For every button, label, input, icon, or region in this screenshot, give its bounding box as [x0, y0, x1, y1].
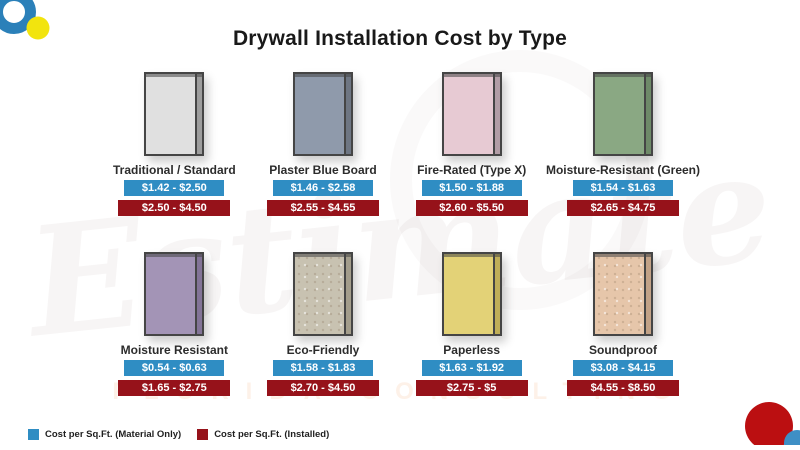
- board-graphic: [292, 252, 353, 336]
- card-label: Fire-Rated (Type X): [417, 163, 527, 177]
- brand-logo-top-left: [0, 0, 62, 61]
- card-label: Paperless: [443, 343, 500, 357]
- board-graphic: [144, 252, 205, 336]
- board-graphic: [441, 72, 502, 156]
- card-eco-friendly: Eco-Friendly $1.58 - $1.83 $2.70 - $4.50: [249, 252, 398, 396]
- material-cost-badge: $1.42 - $2.50: [124, 180, 225, 196]
- card-soundproof: Soundproof $3.08 - $4.15 $4.55 - $8.50: [546, 252, 700, 396]
- board-side-edge: [195, 254, 203, 334]
- brand-circles-icon: [745, 402, 800, 450]
- installed-cost-badge: $2.60 - $5.50: [415, 200, 528, 216]
- drywall-grid: Traditional / Standard $1.42 - $2.50 $2.…: [100, 72, 700, 396]
- card-moisture-resistant: Moisture Resistant $0.54 - $0.63 $1.65 -…: [100, 252, 249, 396]
- board-side-edge: [492, 74, 500, 154]
- board-face: [594, 254, 644, 334]
- installed-cost-badge: $2.75 - $5: [415, 380, 528, 396]
- installed-cost-badge: $2.50 - $4.50: [118, 200, 231, 216]
- legend-label: Cost per Sq.Ft. (Material Only): [45, 429, 182, 440]
- card-label: Soundproof: [588, 343, 657, 357]
- card-label: Moisture Resistant: [120, 343, 228, 357]
- legend: Cost per Sq.Ft. (Material Only) Cost per…: [28, 429, 329, 440]
- board-side-edge: [343, 254, 351, 334]
- board-face: [443, 74, 493, 154]
- brand-circles-icon: [0, 0, 50, 40]
- card-plaster-blue-board: Plaster Blue Board $1.46 - $2.58 $2.55 -…: [249, 72, 398, 216]
- brand-logo-bottom-right: [730, 390, 800, 450]
- material-cost-badge: $1.46 - $2.58: [272, 180, 373, 196]
- installed-cost-badge: $2.70 - $4.50: [266, 380, 379, 396]
- board-side-edge: [643, 74, 651, 154]
- material-cost-badge: $0.54 - $0.63: [124, 360, 225, 376]
- board-graphic: [144, 72, 205, 156]
- installed-cost-badge: $2.55 - $4.55: [266, 200, 379, 216]
- board-graphic: [592, 72, 653, 156]
- board-face: [146, 74, 196, 154]
- material-cost-badge: $1.58 - $1.83: [272, 360, 373, 376]
- card-label: Moisture-Resistant (Green): [545, 163, 700, 177]
- material-cost-badge: $1.54 - $1.63: [572, 180, 673, 196]
- board-side-edge: [643, 254, 651, 334]
- board-face: [294, 74, 344, 154]
- board-graphic: [292, 72, 353, 156]
- material-cost-badge: $3.08 - $4.15: [572, 360, 673, 376]
- card-paperless: Paperless $1.63 - $1.92 $2.75 - $5: [397, 252, 546, 396]
- legend-item-installed: Cost per Sq.Ft. (Installed): [197, 429, 329, 440]
- material-cost-badge: $1.50 - $1.88: [421, 180, 522, 196]
- card-label: Plaster Blue Board: [269, 163, 377, 177]
- card-moisture-resistant-green: Moisture-Resistant (Green) $1.54 - $1.63…: [546, 72, 700, 216]
- card-label: Traditional / Standard: [112, 163, 236, 177]
- board-side-edge: [492, 254, 500, 334]
- board-graphic: [592, 252, 653, 336]
- board-graphic: [441, 252, 502, 336]
- legend-label: Cost per Sq.Ft. (Installed): [214, 429, 330, 440]
- installed-cost-badge: $4.55 - $8.50: [566, 380, 679, 396]
- material-cost-badge: $1.63 - $1.92: [421, 360, 522, 376]
- card-traditional-standard: Traditional / Standard $1.42 - $2.50 $2.…: [100, 72, 249, 216]
- page-title: Drywall Installation Cost by Type: [232, 27, 568, 50]
- legend-item-material: Cost per Sq.Ft. (Material Only): [28, 429, 181, 440]
- installed-cost-badge: $1.65 - $2.75: [118, 380, 231, 396]
- board-face: [594, 74, 644, 154]
- material-color-swatch: [28, 429, 39, 440]
- board-side-edge: [195, 74, 203, 154]
- board-face: [146, 254, 196, 334]
- board-side-edge: [343, 74, 351, 154]
- card-label: Eco-Friendly: [286, 343, 360, 357]
- installed-cost-badge: $2.65 - $4.75: [566, 200, 679, 216]
- board-face: [294, 254, 344, 334]
- card-fire-rated: Fire-Rated (Type X) $1.50 - $1.88 $2.60 …: [397, 72, 546, 216]
- board-face: [443, 254, 493, 334]
- installed-color-swatch: [197, 429, 209, 440]
